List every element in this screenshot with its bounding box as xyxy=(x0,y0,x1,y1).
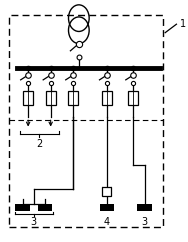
Text: 3: 3 xyxy=(31,217,37,227)
Text: 1: 1 xyxy=(180,19,186,29)
Bar xyxy=(23,91,33,105)
Text: 3: 3 xyxy=(141,217,148,227)
Bar xyxy=(68,91,78,105)
Bar xyxy=(100,204,114,211)
Bar xyxy=(45,91,56,105)
Bar xyxy=(102,91,112,105)
Text: 2: 2 xyxy=(36,139,42,149)
Bar xyxy=(128,91,138,105)
Text: 4: 4 xyxy=(104,217,110,227)
Bar xyxy=(38,204,52,211)
Bar xyxy=(137,204,152,211)
Bar xyxy=(15,204,30,211)
Bar xyxy=(102,187,111,196)
